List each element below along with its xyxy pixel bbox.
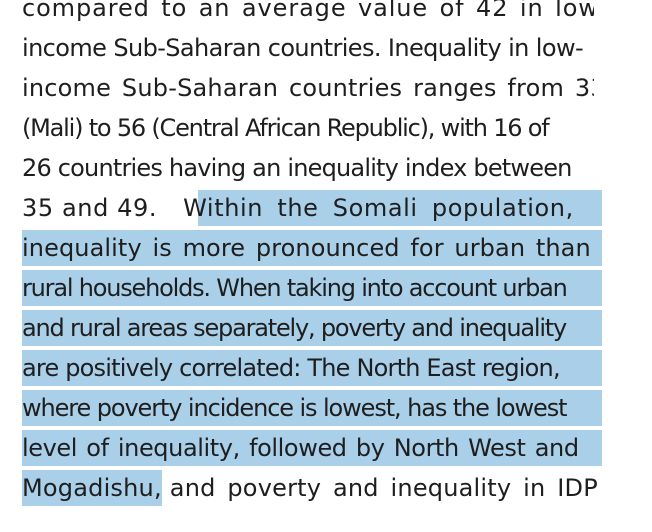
paragraph-line: 35 and 49. Within the Somali population,: [22, 188, 602, 228]
paragraph-line: income Sub-Saharan countries ranges from…: [22, 74, 594, 102]
selection-highlight-line: [22, 350, 602, 386]
paragraph-line: Mogadishu, and poverty and inequality in …: [22, 468, 602, 508]
selected-line: are positively correlated: The North Eas…: [22, 354, 561, 382]
paragraph-line: compared to an average value of 42 in lo…: [22, 0, 594, 22]
selection-highlight-line: [22, 430, 602, 466]
selection-highlight-start: [198, 190, 602, 226]
sentence-fragment: and poverty and inequality in IDP: [169, 474, 598, 502]
selected-line: inequality is more pronounced for urban …: [22, 234, 591, 262]
selected-line: level of inequality, followed by North W…: [22, 434, 579, 462]
paragraph-line: (Mali) to 56 (Central African Republic),…: [22, 114, 550, 142]
selected-line: and rural areas separately, poverty and …: [22, 314, 567, 342]
selected-text: Mogadishu,: [22, 474, 162, 502]
selection-highlight-line: [22, 310, 602, 346]
selection-highlight-end: [22, 470, 162, 506]
selection-highlight-line: [22, 230, 602, 266]
selected-line: rural households. When taking into accou…: [22, 274, 568, 302]
selection-highlight-line: [22, 270, 602, 306]
sentence-fragment: 35 and 49.: [22, 194, 158, 222]
selection-highlight-line: [22, 390, 602, 426]
paragraph-line: 26 countries having an inequality index …: [22, 154, 572, 182]
selected-line: where poverty incidence is lowest, has t…: [22, 394, 568, 422]
selected-text: Within the Somali population,: [183, 194, 574, 222]
paragraph-line: income Sub-Saharan countries. Inequality…: [22, 34, 584, 62]
